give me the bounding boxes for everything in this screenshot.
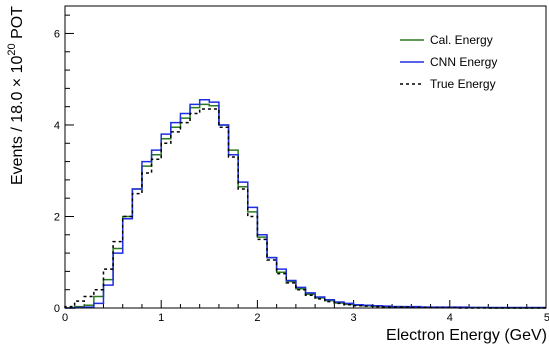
tick-labels: 0 1 2 3 4 5 0 2 4 6 (54, 28, 549, 324)
x-tick-label: 2 (254, 312, 260, 324)
y-axis-title-exponent: 20 (6, 43, 18, 55)
y-tick-label: 4 (54, 120, 60, 132)
x-tick-label: 1 (158, 312, 164, 324)
legend: Cal. Energy CNN Energy True Energy (400, 33, 497, 91)
y-axis-title-suffix: POT (9, 6, 26, 44)
legend-label: True Energy (430, 77, 496, 91)
y-axis-title-base: 10 (9, 56, 26, 78)
ticks-layer (64, 14, 547, 309)
legend-label: Cal. Energy (430, 33, 493, 47)
y-tick-label: 0 (54, 303, 60, 315)
y-axis-title: Events / 18.0 × 1020 POT (6, 6, 26, 185)
x-tick-label: 0 (62, 312, 68, 324)
x-axis-title: Electron Energy (GeV) (386, 327, 547, 344)
series-cnn-energy (65, 99, 546, 309)
y-tick-label: 6 (54, 28, 60, 40)
legend-label: CNN Energy (430, 55, 497, 69)
x-tick-label: 5 (544, 312, 549, 324)
y-axis-title-prefix: Events / 18.0 (9, 87, 26, 185)
x-tick-label: 3 (351, 312, 357, 324)
x-tick-label: 4 (447, 312, 453, 324)
y-axis-title-times: × (9, 78, 26, 87)
y-tick-label: 2 (54, 211, 60, 223)
plot-frame (64, 5, 547, 309)
